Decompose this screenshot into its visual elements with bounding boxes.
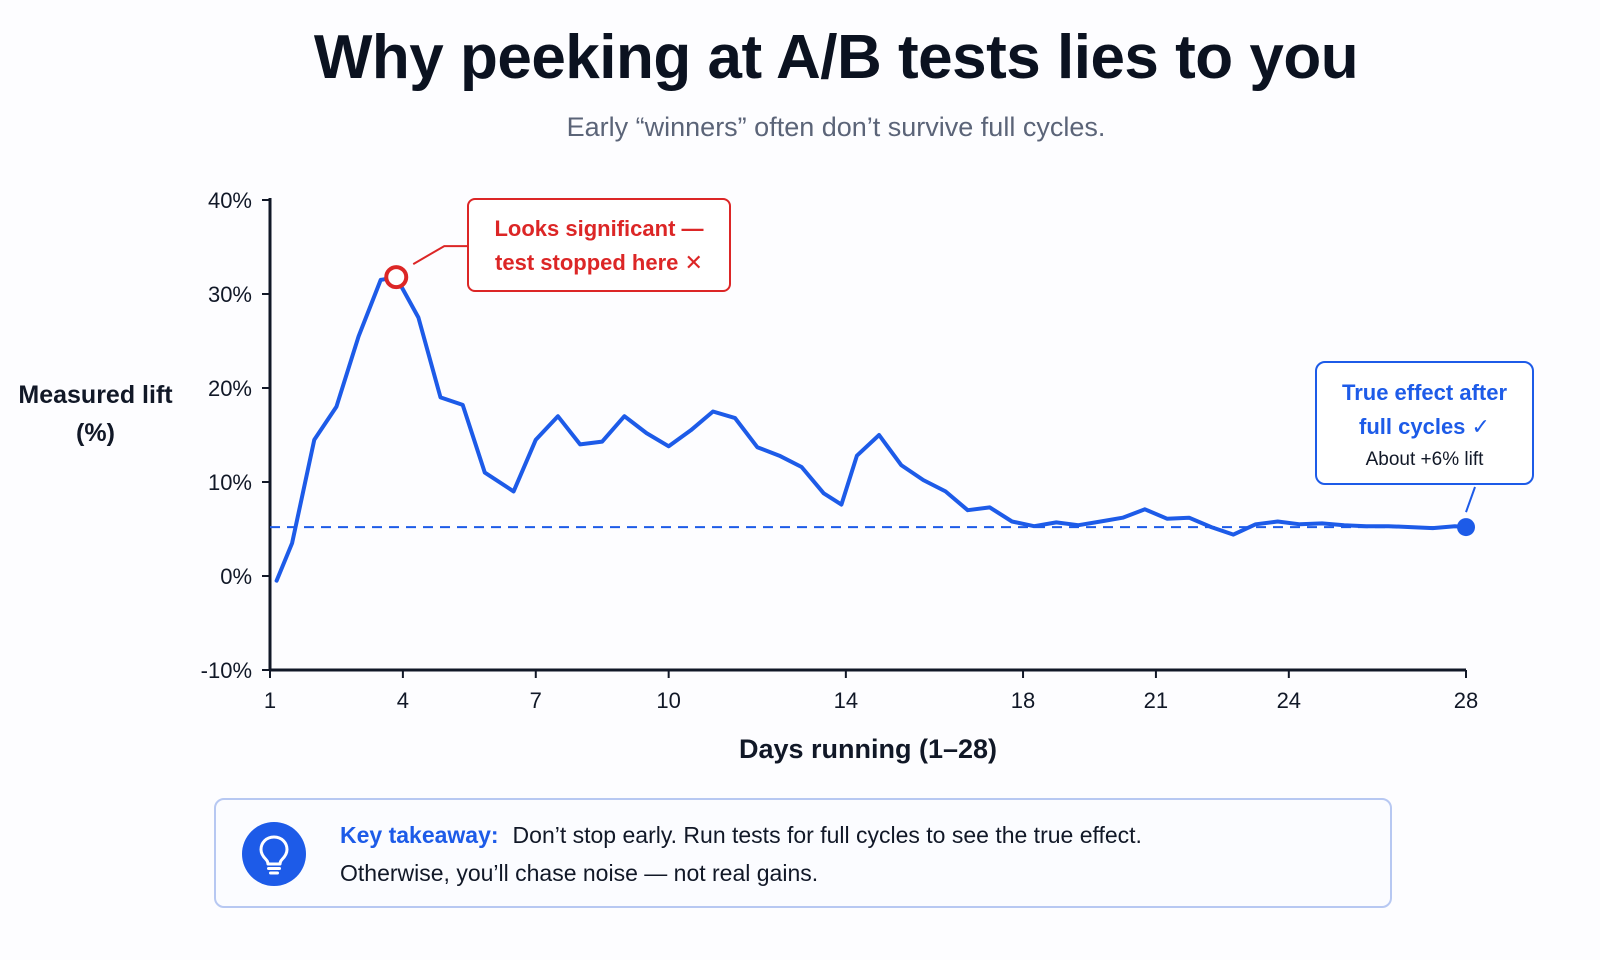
key-takeaway-box: Key takeaway: Don’t stop early. Run tests…: [214, 798, 1392, 908]
lightbulb-icon: [242, 822, 306, 886]
x-tick-label: 1: [264, 688, 276, 713]
early-stop-callout: Looks significant — test stopped here ✕: [467, 198, 731, 292]
y-tick-label: 10%: [208, 470, 252, 495]
early-stop-marker: [384, 265, 409, 290]
takeaway-line1: Key takeaway: Don’t stop early. Run tests…: [340, 822, 1142, 849]
true-effect-marker: [1457, 518, 1475, 537]
chart-title: Why peeking at A/B tests lies to you: [313, 23, 1359, 92]
true-effect-callout-line2: full cycles ✓: [1359, 414, 1490, 439]
y-axis-label: Measured lift (%): [18, 381, 173, 447]
x-tick-label: 14: [834, 688, 858, 713]
true-effect-connector: [1465, 486, 1476, 513]
x-axis-label: Days running (1–28): [738, 734, 998, 764]
marker-group: [384, 245, 1476, 537]
takeaway-label: Key takeaway:: [340, 822, 499, 848]
x-tick-label: 10: [656, 688, 680, 713]
true-effect-callout: True effect after full cycles ✓ About +6…: [1315, 361, 1534, 485]
takeaway-text1: Don’t stop early. Run tests for full cyc…: [512, 822, 1142, 848]
chart-axes: [268, 198, 1466, 672]
series-group: [274, 275, 1468, 583]
true-effect-callout-line1: True effect after: [1341, 380, 1508, 405]
x-tick-label: 28: [1454, 688, 1478, 713]
x-tick-label: 18: [1011, 688, 1035, 713]
chart-subtitle: Early “winners” often don’t survive full…: [566, 112, 1106, 142]
x-tick-label: 21: [1144, 688, 1168, 713]
y-tick-label: 40%: [208, 188, 252, 213]
x-tick-label: 4: [397, 688, 409, 713]
takeaway-line2: Otherwise, you’ll chase noise — not real…: [340, 860, 819, 886]
x-tick-label: 24: [1277, 688, 1301, 713]
early-stop-callout-line2: test stopped here ✕: [495, 250, 703, 275]
chart-ticks: 40%30%20%10%0%-10%1 4 7 10 14 18 21 24 28: [201, 188, 1479, 713]
y-tick-label: 20%: [208, 376, 252, 401]
early-stop-callout-line1: Looks significant —: [494, 216, 704, 241]
measured-lift-line: [274, 275, 1468, 583]
y-tick-label: -10%: [201, 658, 252, 683]
y-tick-label: 30%: [208, 282, 252, 307]
y-tick-label: 0%: [220, 564, 252, 589]
x-tick-label: 7: [530, 688, 542, 713]
early-stop-connector: [412, 245, 467, 265]
true-effect-callout-line3: About +6% lift: [1365, 449, 1484, 470]
